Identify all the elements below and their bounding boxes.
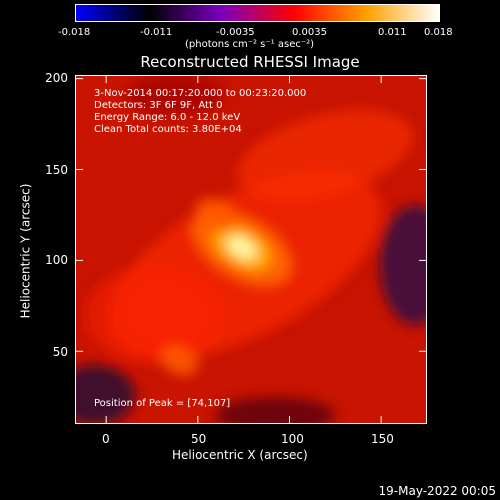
heatmap-plot	[75, 75, 427, 424]
heatmap-source	[195, 197, 238, 232]
colorbar-unit-label: (photons cm⁻² s⁻¹ asec⁻²)	[185, 39, 315, 50]
chart-title: Reconstructed RHESSI Image	[140, 53, 360, 71]
colorbar-tick: -0.011	[140, 27, 173, 38]
colorbar-tick: 0.018	[424, 27, 453, 38]
heatmap-band	[237, 109, 413, 201]
y-tick-label: 150	[45, 163, 68, 177]
x-tick-label: 150	[371, 432, 394, 446]
x-tick-label: 0	[102, 432, 110, 446]
x-tick-label: 100	[281, 432, 304, 446]
heatmap-dark-region	[125, 75, 225, 115]
colorbar-tick: -0.018	[58, 27, 91, 38]
heatmap-band	[85, 265, 225, 365]
time-range-text: 3-Nov-2014 00:17:20.000 to 00:23:20.000	[94, 88, 307, 99]
x-axis-label: Heliocentric X (arcsec)	[172, 448, 308, 462]
colorbar-tick: 0.0035	[292, 27, 327, 38]
heatmap-dark-region	[75, 365, 135, 424]
heatmap-dark-region	[215, 397, 335, 424]
colorbar	[75, 4, 440, 22]
heatmap-source	[227, 235, 257, 260]
y-tick-label: 50	[52, 345, 68, 359]
x-tick-label: 50	[191, 432, 207, 446]
heatmap-dark-region	[380, 205, 427, 325]
date-stamp: 19-May-2022 00:05	[378, 484, 496, 498]
colorbar-tick: -0.0035	[216, 27, 255, 38]
heatmap-source	[160, 344, 199, 376]
y-tick-label: 100	[45, 253, 68, 267]
energy-range-text: Energy Range: 6.0 - 12.0 keV	[94, 112, 241, 123]
peak-position-text: Position of Peak = [74,107]	[94, 398, 231, 409]
y-tick-label: 200	[45, 71, 68, 85]
colorbar-tick: 0.011	[378, 27, 407, 38]
clean-counts-text: Clean Total counts: 3.80E+04	[94, 124, 242, 135]
detectors-text: Detectors: 3F 6F 9F, Att 0	[94, 100, 223, 111]
y-axis-label: Heliocentric Y (arcsec)	[18, 183, 33, 319]
